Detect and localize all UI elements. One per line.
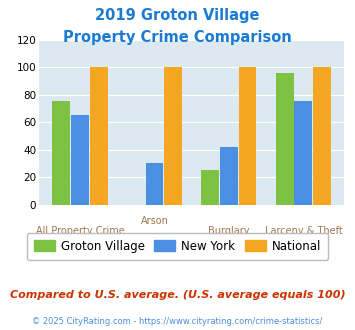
Text: All Property Crime: All Property Crime	[36, 226, 124, 236]
Bar	[239, 67, 256, 205]
Bar	[164, 67, 182, 205]
Text: Property Crime Comparison: Property Crime Comparison	[63, 30, 292, 45]
Text: Burglary: Burglary	[208, 226, 250, 236]
Bar	[276, 73, 294, 205]
Bar	[90, 67, 108, 205]
Bar	[146, 163, 163, 205]
Text: Motor Vehicle Theft: Motor Vehicle Theft	[107, 236, 202, 246]
Bar	[71, 115, 89, 205]
Legend: Groton Village, New York, National: Groton Village, New York, National	[27, 233, 328, 260]
Bar	[313, 67, 331, 205]
Text: Larceny & Theft: Larceny & Theft	[264, 226, 342, 236]
Text: Compared to U.S. average. (U.S. average equals 100): Compared to U.S. average. (U.S. average …	[10, 290, 345, 300]
Text: 2019 Groton Village: 2019 Groton Village	[95, 8, 260, 23]
Bar	[220, 147, 238, 205]
Text: © 2025 CityRating.com - https://www.cityrating.com/crime-statistics/: © 2025 CityRating.com - https://www.city…	[32, 317, 323, 326]
Bar	[53, 102, 70, 205]
Bar	[201, 170, 219, 205]
Bar	[294, 102, 312, 205]
Text: Arson: Arson	[141, 216, 168, 226]
